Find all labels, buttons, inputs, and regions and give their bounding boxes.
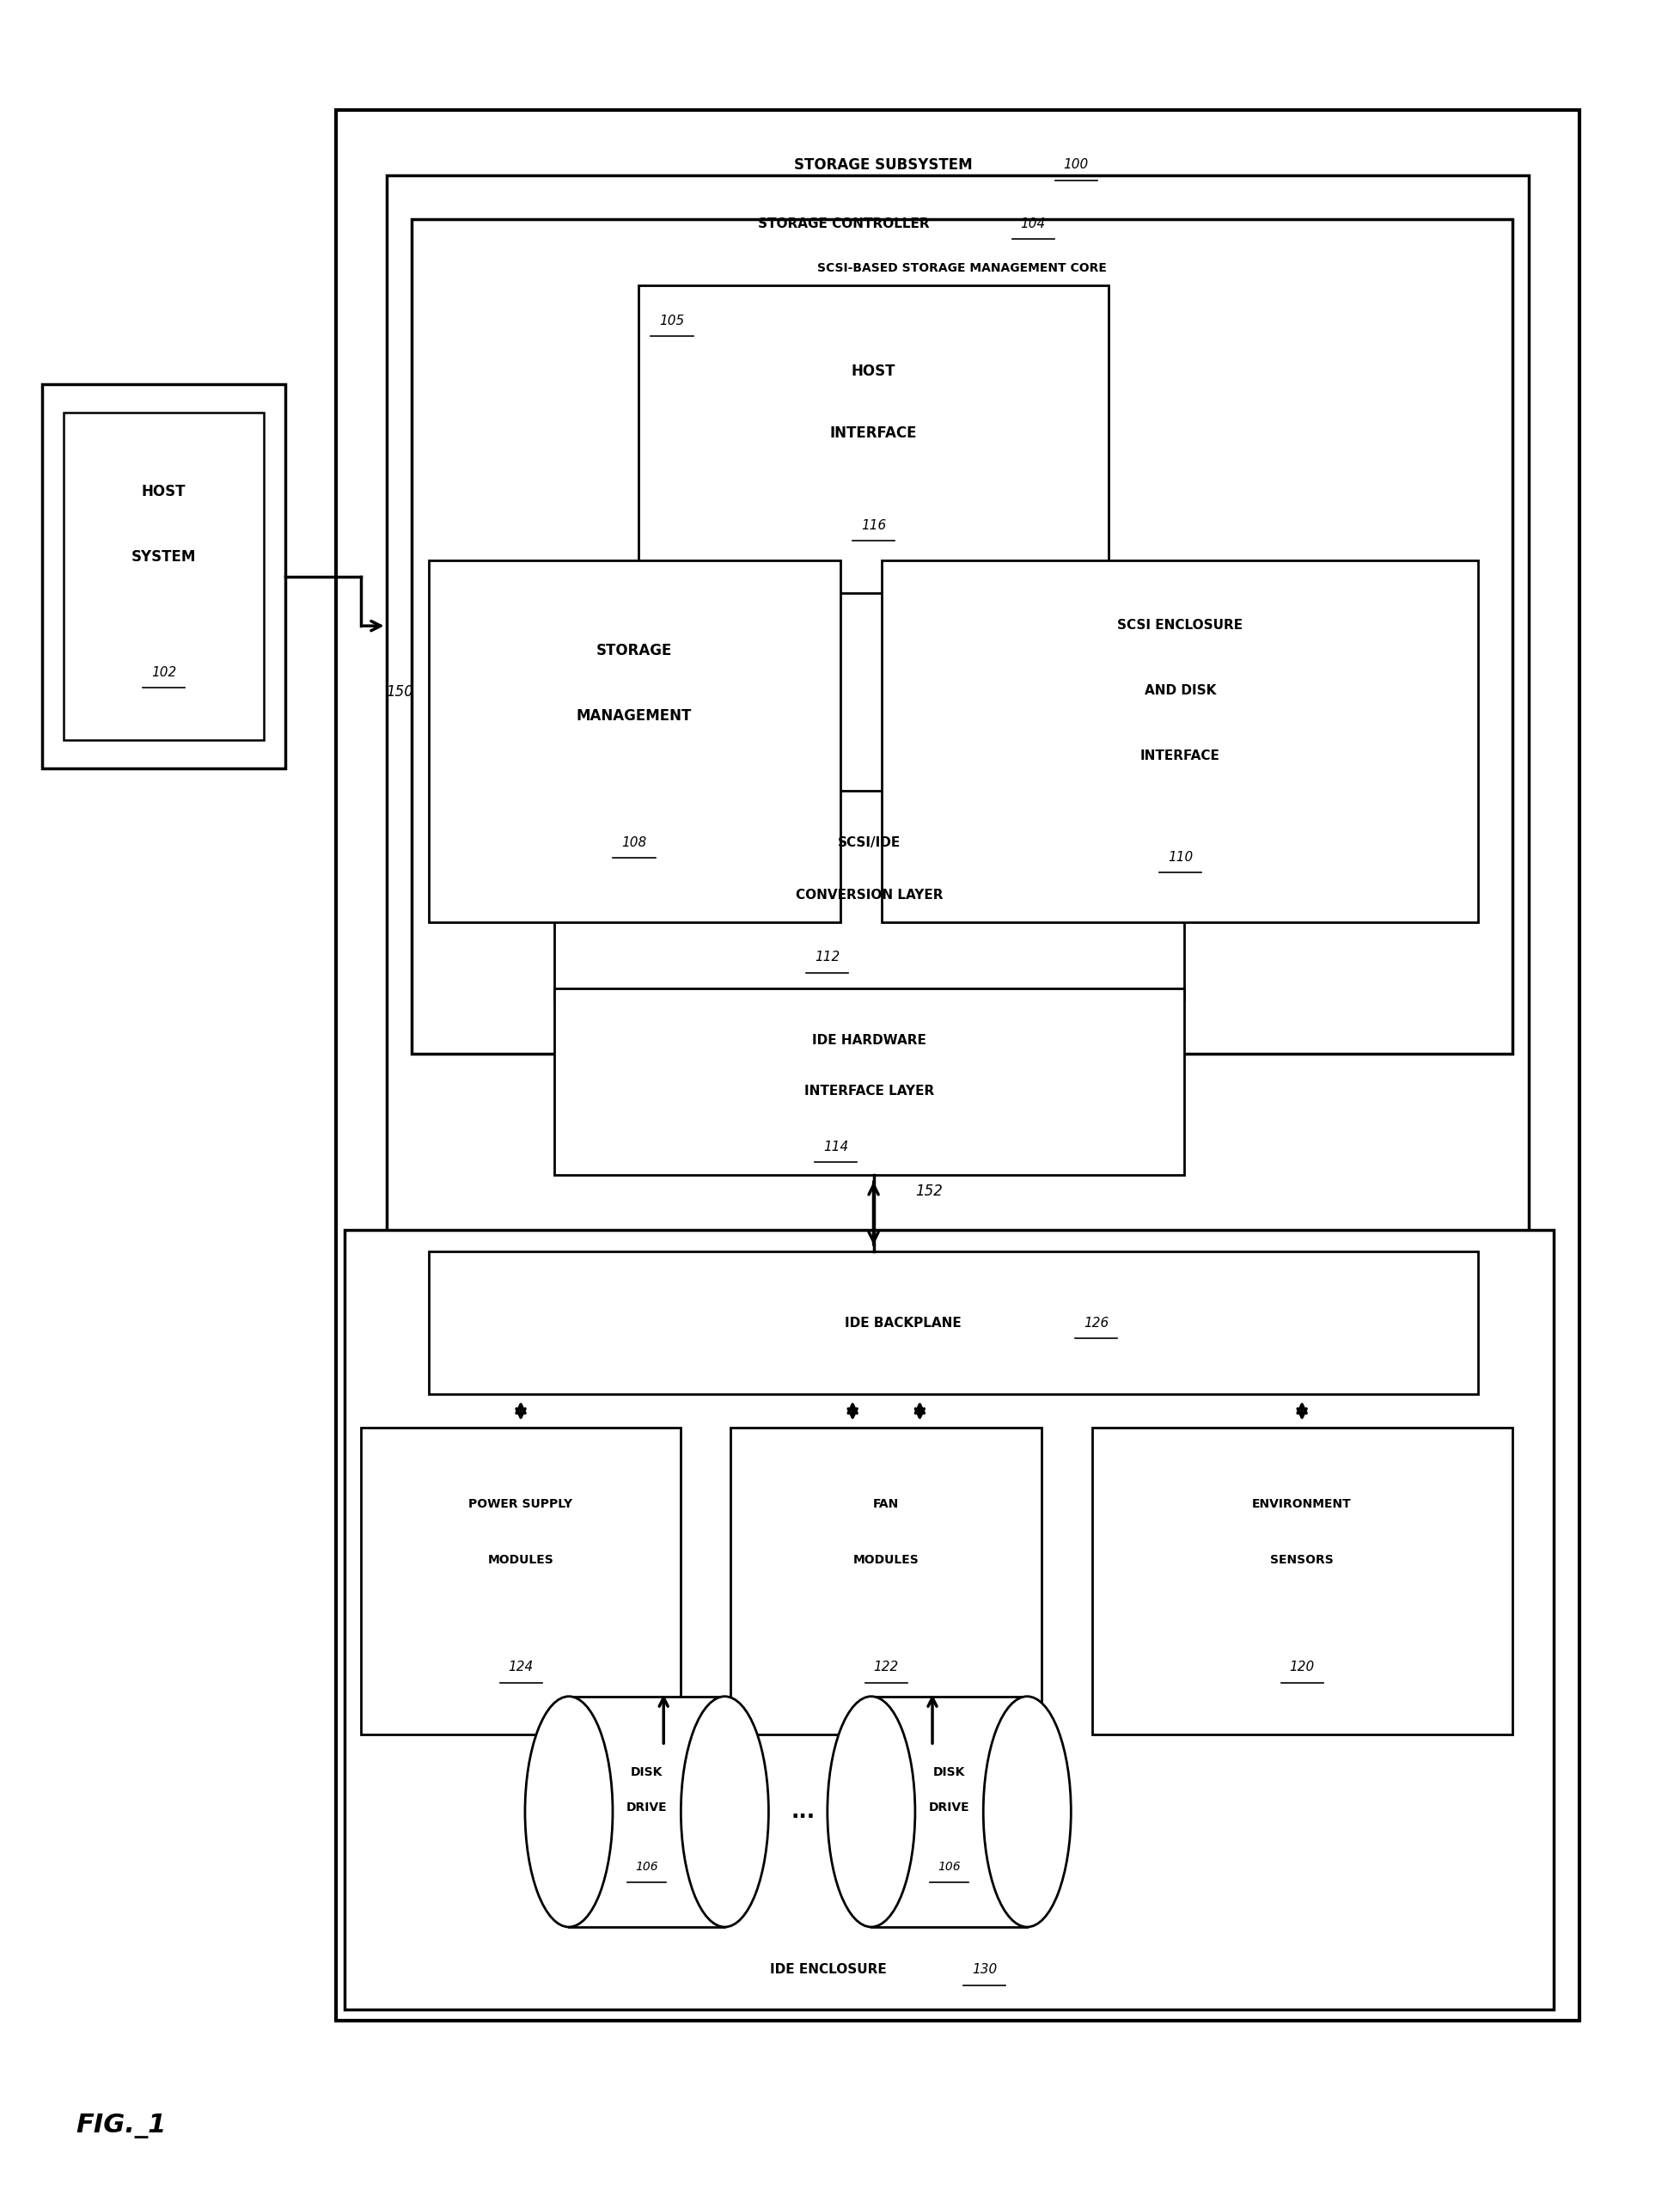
Text: DRIVE: DRIVE [627, 1801, 667, 1814]
Text: HOST: HOST [141, 483, 186, 501]
Bar [731, 1427, 1042, 1735]
Text: 102: 102 [151, 665, 176, 679]
Text: ENVIRONMENT: ENVIRONMENT [1252, 1498, 1352, 1511]
Text: FAN: FAN [874, 1498, 899, 1511]
Bar [336, 110, 1579, 2020]
Text: SCSI/IDE: SCSI/IDE [838, 837, 900, 850]
Bar [638, 285, 1109, 593]
Text: 100: 100 [1063, 158, 1089, 171]
Text: INTERFACE: INTERFACE [830, 426, 917, 441]
Text: 150: 150 [386, 683, 413, 701]
Ellipse shape [983, 1695, 1072, 1928]
Text: HOST: HOST [852, 365, 895, 380]
Text: 116: 116 [862, 518, 885, 531]
Text: CONVERSION LAYER: CONVERSION LAYER [796, 889, 942, 900]
Text: ...: ... [791, 1801, 815, 1823]
Text: DRIVE: DRIVE [929, 1801, 969, 1814]
Bar [570, 1695, 724, 1928]
Text: 104: 104 [1021, 217, 1045, 231]
Text: DISK: DISK [630, 1766, 664, 1779]
Text: STORAGE CONTROLLER: STORAGE CONTROLLER [758, 217, 929, 231]
Text: SENSORS: SENSORS [1270, 1553, 1334, 1566]
Text: STORAGE SUBSYSTEM: STORAGE SUBSYSTEM [793, 156, 973, 173]
Bar [1092, 1427, 1512, 1735]
Text: 106: 106 [635, 1860, 659, 1873]
Bar [386, 176, 1529, 1252]
Bar [428, 560, 840, 922]
Text: 124: 124 [509, 1660, 533, 1673]
Text: 108: 108 [622, 837, 647, 850]
Bar [412, 220, 1512, 1054]
Text: IDE HARDWARE: IDE HARDWARE [813, 1034, 926, 1047]
Text: 110: 110 [1168, 850, 1193, 863]
Text: 114: 114 [823, 1140, 848, 1153]
Text: SCSI-BASED STORAGE MANAGEMENT CORE: SCSI-BASED STORAGE MANAGEMENT CORE [816, 261, 1107, 274]
Bar [554, 791, 1184, 999]
Bar [554, 988, 1184, 1175]
Text: MANAGEMENT: MANAGEMENT [576, 707, 692, 722]
Text: 112: 112 [815, 951, 840, 964]
Text: INTERFACE LAYER: INTERFACE LAYER [805, 1085, 934, 1098]
Text: FIG._1: FIG._1 [76, 2113, 166, 2139]
Text: SYSTEM: SYSTEM [131, 549, 197, 564]
Text: AND DISK: AND DISK [1144, 683, 1216, 696]
Text: 126: 126 [1084, 1318, 1109, 1329]
Text: MODULES: MODULES [487, 1553, 554, 1566]
Text: INTERFACE: INTERFACE [1141, 749, 1220, 762]
Bar [42, 384, 286, 769]
Text: 120: 120 [1290, 1660, 1314, 1673]
Text: SCSI ENCLOSURE: SCSI ENCLOSURE [1117, 619, 1243, 632]
Text: STORAGE: STORAGE [596, 643, 672, 659]
Text: 122: 122 [874, 1660, 899, 1673]
Text: IDE BACKPLANE: IDE BACKPLANE [845, 1318, 961, 1329]
Ellipse shape [680, 1695, 768, 1928]
Bar [882, 560, 1478, 922]
Text: IDE ENCLOSURE: IDE ENCLOSURE [769, 1963, 887, 1976]
Text: DISK: DISK [932, 1766, 966, 1779]
Bar [872, 1695, 1026, 1928]
Bar [344, 1230, 1554, 2009]
Text: MODULES: MODULES [853, 1553, 919, 1566]
Ellipse shape [526, 1695, 613, 1928]
Text: 105: 105 [660, 314, 684, 327]
Text: POWER SUPPLY: POWER SUPPLY [469, 1498, 573, 1511]
Ellipse shape [827, 1695, 916, 1928]
Text: 106: 106 [937, 1860, 961, 1873]
Bar [64, 413, 264, 740]
Text: 130: 130 [973, 1963, 996, 1976]
Text: 152: 152 [916, 1184, 942, 1199]
Bar [428, 1252, 1478, 1394]
Bar [361, 1427, 680, 1735]
